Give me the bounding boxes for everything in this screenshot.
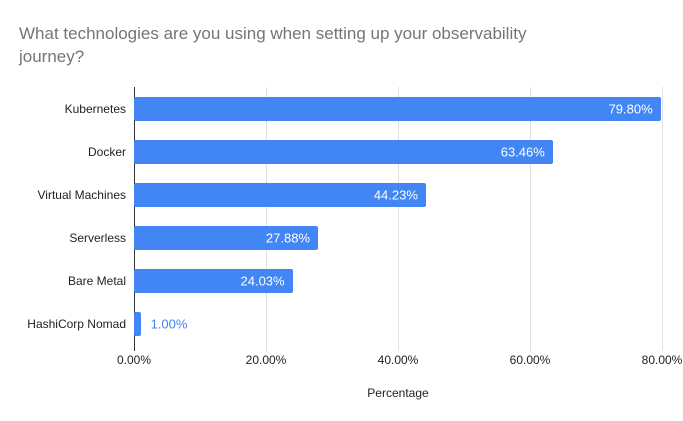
chart-title-line2: journey? [19,47,85,66]
bar-row: Virtual Machines 44.23% [38,173,662,216]
y-axis-line [133,87,135,346]
x-axis-tick [133,346,135,351]
plot-area: Kubernetes 79.80% Docker 63.46% Virtual Mach… [27,87,663,351]
bar-row: Bare Metal 24.03% [68,260,662,303]
bar-hashicorp-nomad: 1.00% [134,312,187,337]
category-label: Bare Metal [67,274,126,289]
x-gridline [397,87,399,346]
bar-value-label: 79.80% [608,101,653,117]
bar-docker: 63.46% [134,139,553,164]
bar-row: Serverless 27.88% [69,217,662,260]
x-axis-tick [265,346,267,351]
bar-row: Kubernetes 79.80% [65,87,662,130]
bar-value-label: 27.88% [265,230,310,246]
category-label: Docker [87,144,126,159]
category-label: HashiCorp Nomad [27,317,126,332]
bar-value-label: 24.03% [240,273,285,289]
bar-rows: Kubernetes 79.80% Docker 63.46% Virtual Mach… [27,87,662,346]
chart-title: What technologies are you using when set… [19,22,526,68]
bar-value-label: 1.00% [150,316,188,332]
bar-row: HashiCorp Nomad 1.00% [27,303,662,346]
category-label: Kubernetes [64,101,126,116]
x-tick-label: 20.00% [245,353,287,367]
bar-value-label: 63.46% [500,144,545,160]
x-axis-tick [661,346,663,351]
x-tick-label: 60.00% [509,353,551,367]
x-gridline [529,87,531,346]
category-label: Serverless [69,231,126,246]
bar-serverless: 27.88% [134,226,318,251]
bar-row: Docker 63.46% [88,130,662,173]
x-axis-tick [397,346,399,351]
x-axis-title: Percentage [367,386,429,400]
x-tick-label: 80.00% [641,353,683,367]
bar-kubernetes: 79.80% [134,96,661,121]
chart-title-line1: What technologies are you using when set… [19,24,527,43]
gridlines [133,87,663,351]
x-tick-label: 40.00% [377,353,419,367]
category-label: Virtual Machines [37,187,127,202]
bar-virtual-machines: 44.23% [134,182,426,207]
x-tick-label: 0.00% [116,353,152,367]
bar-value-label: 44.23% [373,187,418,203]
bar-bare-metal: 24.03% [134,269,293,294]
x-axis-tick-labels: 0.00% 20.00% 40.00% 60.00% 80.00% [117,353,682,367]
x-gridline [265,87,267,346]
x-axis-tick [529,346,531,351]
x-gridline [661,87,663,346]
